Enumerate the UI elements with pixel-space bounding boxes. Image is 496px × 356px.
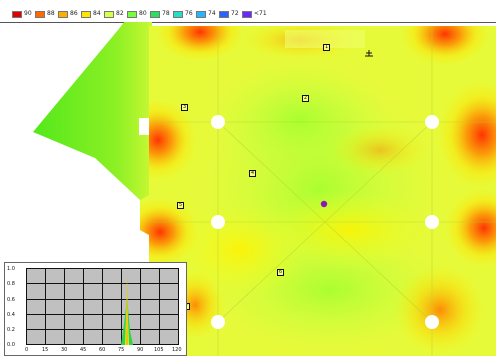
column [211, 215, 225, 229]
marker-label: 5 [178, 202, 182, 208]
legend-label: <71 [254, 10, 267, 17]
y-tick-label: 0.0 [7, 342, 15, 348]
y-tick-label: 0.2 [7, 327, 15, 333]
legend-label: 74 [208, 10, 216, 17]
grid-line [26, 314, 179, 315]
grid-line [64, 268, 65, 345]
grid-line [26, 268, 179, 269]
legend-label: 82 [116, 10, 124, 17]
color-scale-legend: 90 88 86 84 82 80 78 76 74 72 <71 [0, 0, 496, 23]
measurement-marker[interactable]: 1 [323, 44, 330, 51]
histogram-bars [121, 272, 133, 345]
legend-label: 72 [231, 10, 239, 17]
column [425, 315, 439, 329]
grid-line [26, 329, 179, 330]
marker-label: 6 [278, 269, 282, 275]
grid-line [45, 268, 46, 345]
grid-line [83, 268, 84, 345]
y-tick-label: 0.4 [7, 312, 15, 318]
marker-label: 1 [324, 44, 328, 50]
legend-swatch [173, 11, 183, 18]
marker-label: 2 [303, 95, 307, 101]
legend-swatch [150, 11, 160, 18]
legend-swatch [127, 11, 137, 18]
x-tick-label: 30 [61, 347, 68, 353]
legend-swatch [58, 11, 68, 18]
compass-icon [365, 50, 373, 57]
x-tick-label: 0 [25, 347, 29, 353]
measurement-marker[interactable]: 5 [177, 202, 184, 209]
grid-line [159, 268, 160, 345]
grid-line [26, 283, 179, 284]
legend-swatch [81, 11, 91, 18]
legend-label: 84 [93, 10, 101, 17]
measurement-marker[interactable]: 3 [181, 104, 188, 111]
x-tick-label: 105 [154, 347, 164, 353]
location-dot[interactable] [320, 200, 328, 208]
y-tick-label: 1.0 [7, 266, 15, 272]
legend-label: 76 [185, 10, 193, 17]
column [211, 315, 225, 329]
x-tick-label: 60 [99, 347, 106, 353]
x-tick-label: 120 [172, 347, 182, 353]
column [425, 215, 439, 229]
legend-swatch [12, 11, 22, 18]
legend-label: 86 [70, 10, 78, 17]
y-tick-label: 0.8 [7, 281, 15, 287]
marker-label: 3 [182, 104, 186, 110]
legend-swatch [219, 11, 229, 18]
grid-line [102, 268, 103, 345]
histogram-plot [26, 268, 179, 345]
x-tick-label: 90 [137, 347, 144, 353]
grid-line [26, 344, 179, 345]
floor-area [140, 26, 496, 356]
marker-label: 4 [250, 170, 254, 176]
legend-label: 78 [162, 10, 170, 17]
grid-line [140, 268, 141, 345]
wall-notch [139, 118, 151, 135]
legend-label: 90 [24, 10, 32, 17]
y-tick-label: 0.6 [7, 297, 15, 303]
grid-line [178, 268, 179, 345]
legend-label: 80 [139, 10, 147, 17]
x-tick-label: 15 [42, 347, 49, 353]
measurement-marker[interactable]: 6 [277, 269, 284, 276]
column [425, 115, 439, 129]
legend-swatch [35, 11, 45, 18]
legend-swatch [196, 11, 206, 18]
measurement-marker[interactable]: 4 [249, 170, 256, 177]
legend-swatch [104, 11, 114, 18]
histogram-panel: 1.0 0.8 0.6 0.4 0.2 0.0 0 15 30 45 60 75… [4, 262, 187, 356]
legend-swatch [242, 11, 252, 18]
x-tick-label: 45 [80, 347, 87, 353]
legend-label: 88 [47, 10, 55, 17]
grid-line [26, 268, 27, 345]
heat-map [33, 22, 496, 356]
column [211, 115, 225, 129]
floor-strip [285, 30, 365, 48]
grid-line [26, 299, 179, 300]
measurement-marker[interactable]: 2 [302, 95, 309, 102]
grid-line [121, 268, 122, 345]
wing-area [33, 22, 152, 218]
x-tick-label: 75 [118, 347, 125, 353]
